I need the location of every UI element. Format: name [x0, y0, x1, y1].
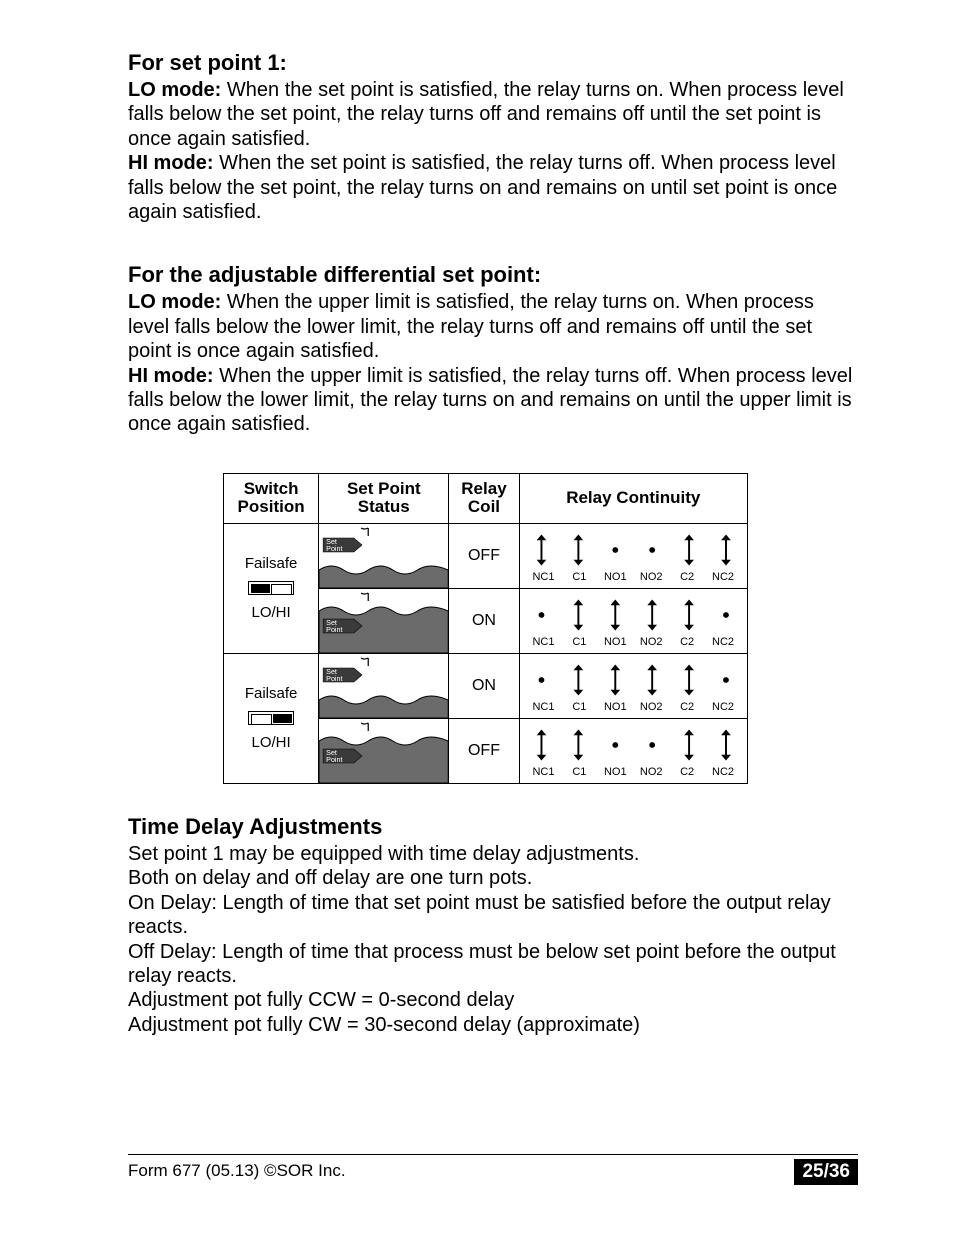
failsafe-label: Failsafe [230, 554, 312, 574]
setpoint-status-cell: Set Point [319, 654, 449, 719]
dip-switch-icon [248, 711, 294, 725]
contact-label: C1 [561, 701, 597, 713]
relay-coil-cell: ON [449, 589, 519, 654]
contact-label: NC1 [526, 701, 562, 713]
sp1-lo-text: When the set point is satisfied, the rel… [128, 79, 844, 150]
relay-continuity-cell: NC1C1NO1NO2C2NC2 [519, 589, 747, 654]
th-coil: Relay Coil [449, 473, 519, 523]
sp1-lo-label: LO mode: [128, 79, 221, 101]
lohi-label: LO/HI [230, 603, 312, 623]
timedelay-line: Both on delay and off delay are one turn… [128, 866, 859, 890]
relay-coil-cell: OFF [449, 524, 519, 589]
failsafe-label: Failsafe [230, 684, 312, 704]
sp1-lo-para: LO mode: When the set point is satisfied… [128, 78, 859, 151]
contact-label: NC2 [705, 636, 741, 648]
relay-table-wrap: Switch Position Set Point Status Relay C… [223, 473, 748, 784]
table-row: FailsafeLO/HI Set Point OFFNC1C1NO1NO2C2… [224, 524, 748, 589]
contact-label: NC1 [526, 766, 562, 778]
adj-hi-para: HI mode: When the upper limit is satisfi… [128, 364, 859, 437]
contact-label: C2 [669, 571, 705, 583]
adj-lo-para: LO mode: When the upper limit is satisfi… [128, 290, 859, 363]
contact-label: NO1 [597, 636, 633, 648]
contact-label: C2 [669, 766, 705, 778]
footer-rule [128, 1154, 858, 1155]
contact-label: NC2 [705, 701, 741, 713]
heading-sp1: For set point 1: [128, 50, 859, 76]
relay-continuity-cell: NC1C1NO1NO2C2NC2 [519, 524, 747, 589]
timedelay-line: Adjustment pot fully CCW = 0-second dela… [128, 988, 859, 1012]
switch-position-cell: Failsafe LO/HI [224, 524, 319, 654]
table-header-row: Switch Position Set Point Status Relay C… [224, 473, 748, 523]
table-row: FailsafeLO/HI Set Point ONNC1C1NO1NO2C2N… [224, 654, 748, 719]
sp1-hi-label: HI mode: [128, 152, 214, 174]
setpoint-status-cell: Set Point [319, 589, 449, 654]
timedelay-line: Off Delay: Length of time that process m… [128, 940, 859, 989]
relay-coil-cell: OFF [449, 719, 519, 784]
sp1-hi-para: HI mode: When the set point is satisfied… [128, 151, 859, 224]
svg-text:Point: Point [326, 756, 342, 764]
relay-coil-cell: ON [449, 654, 519, 719]
heading-timedelay: Time Delay Adjustments [128, 814, 859, 840]
adj-lo-label: LO mode: [128, 291, 221, 313]
timedelay-line: Set point 1 may be equipped with time de… [128, 842, 859, 866]
section-adjdiff: For the adjustable differential set poin… [128, 262, 859, 436]
heading-adjdiff: For the adjustable differential set poin… [128, 262, 859, 288]
setpoint-status-cell: Set Point [319, 524, 449, 589]
contact-label: NO2 [633, 701, 669, 713]
th-switch: Switch Position [224, 473, 319, 523]
relay-table: Switch Position Set Point Status Relay C… [223, 473, 748, 784]
adj-lo-text: When the upper limit is satisfied, the r… [128, 291, 814, 362]
th-continuity: Relay Continuity [519, 473, 747, 523]
adj-hi-text: When the upper limit is satisfied, the r… [128, 365, 852, 436]
contact-label: NO2 [633, 571, 669, 583]
footer-page-number: 25/36 [794, 1159, 858, 1185]
contact-label: NO2 [633, 636, 669, 648]
svg-text:Point: Point [326, 545, 342, 553]
timedelay-line: Adjustment pot fully CW = 30-second dela… [128, 1013, 859, 1037]
contact-label: NC1 [526, 636, 562, 648]
svg-text:Point: Point [326, 626, 342, 634]
contact-label: NO1 [597, 766, 633, 778]
contact-label: C1 [561, 636, 597, 648]
sp1-hi-text: When the set point is satisfied, the rel… [128, 152, 837, 223]
adj-hi-label: HI mode: [128, 365, 214, 387]
dip-switch-icon [248, 581, 294, 595]
contact-label: NC1 [526, 571, 562, 583]
footer-left: Form 677 (05.13) ©SOR Inc. [128, 1161, 346, 1181]
section-timedelay: Time Delay Adjustments Set point 1 may b… [128, 814, 859, 1037]
contact-label: C1 [561, 766, 597, 778]
contact-label: NO2 [633, 766, 669, 778]
timedelay-line: On Delay: Length of time that set point … [128, 891, 859, 940]
svg-text:Point: Point [326, 675, 342, 683]
switch-position-cell: Failsafe LO/HI [224, 654, 319, 784]
contact-label: NO1 [597, 571, 633, 583]
relay-continuity-cell: NC1C1NO1NO2C2NC2 [519, 654, 747, 719]
lohi-label: LO/HI [230, 733, 312, 753]
contact-label: NC2 [705, 766, 741, 778]
th-status: Set Point Status [319, 473, 449, 523]
section-setpoint1: For set point 1: LO mode: When the set p… [128, 50, 859, 224]
contact-label: NO1 [597, 701, 633, 713]
relay-continuity-cell: NC1C1NO1NO2C2NC2 [519, 719, 747, 784]
setpoint-status-cell: Set Point [319, 719, 449, 784]
contact-label: C2 [669, 701, 705, 713]
contact-label: C1 [561, 571, 597, 583]
contact-label: C2 [669, 636, 705, 648]
contact-label: NC2 [705, 571, 741, 583]
